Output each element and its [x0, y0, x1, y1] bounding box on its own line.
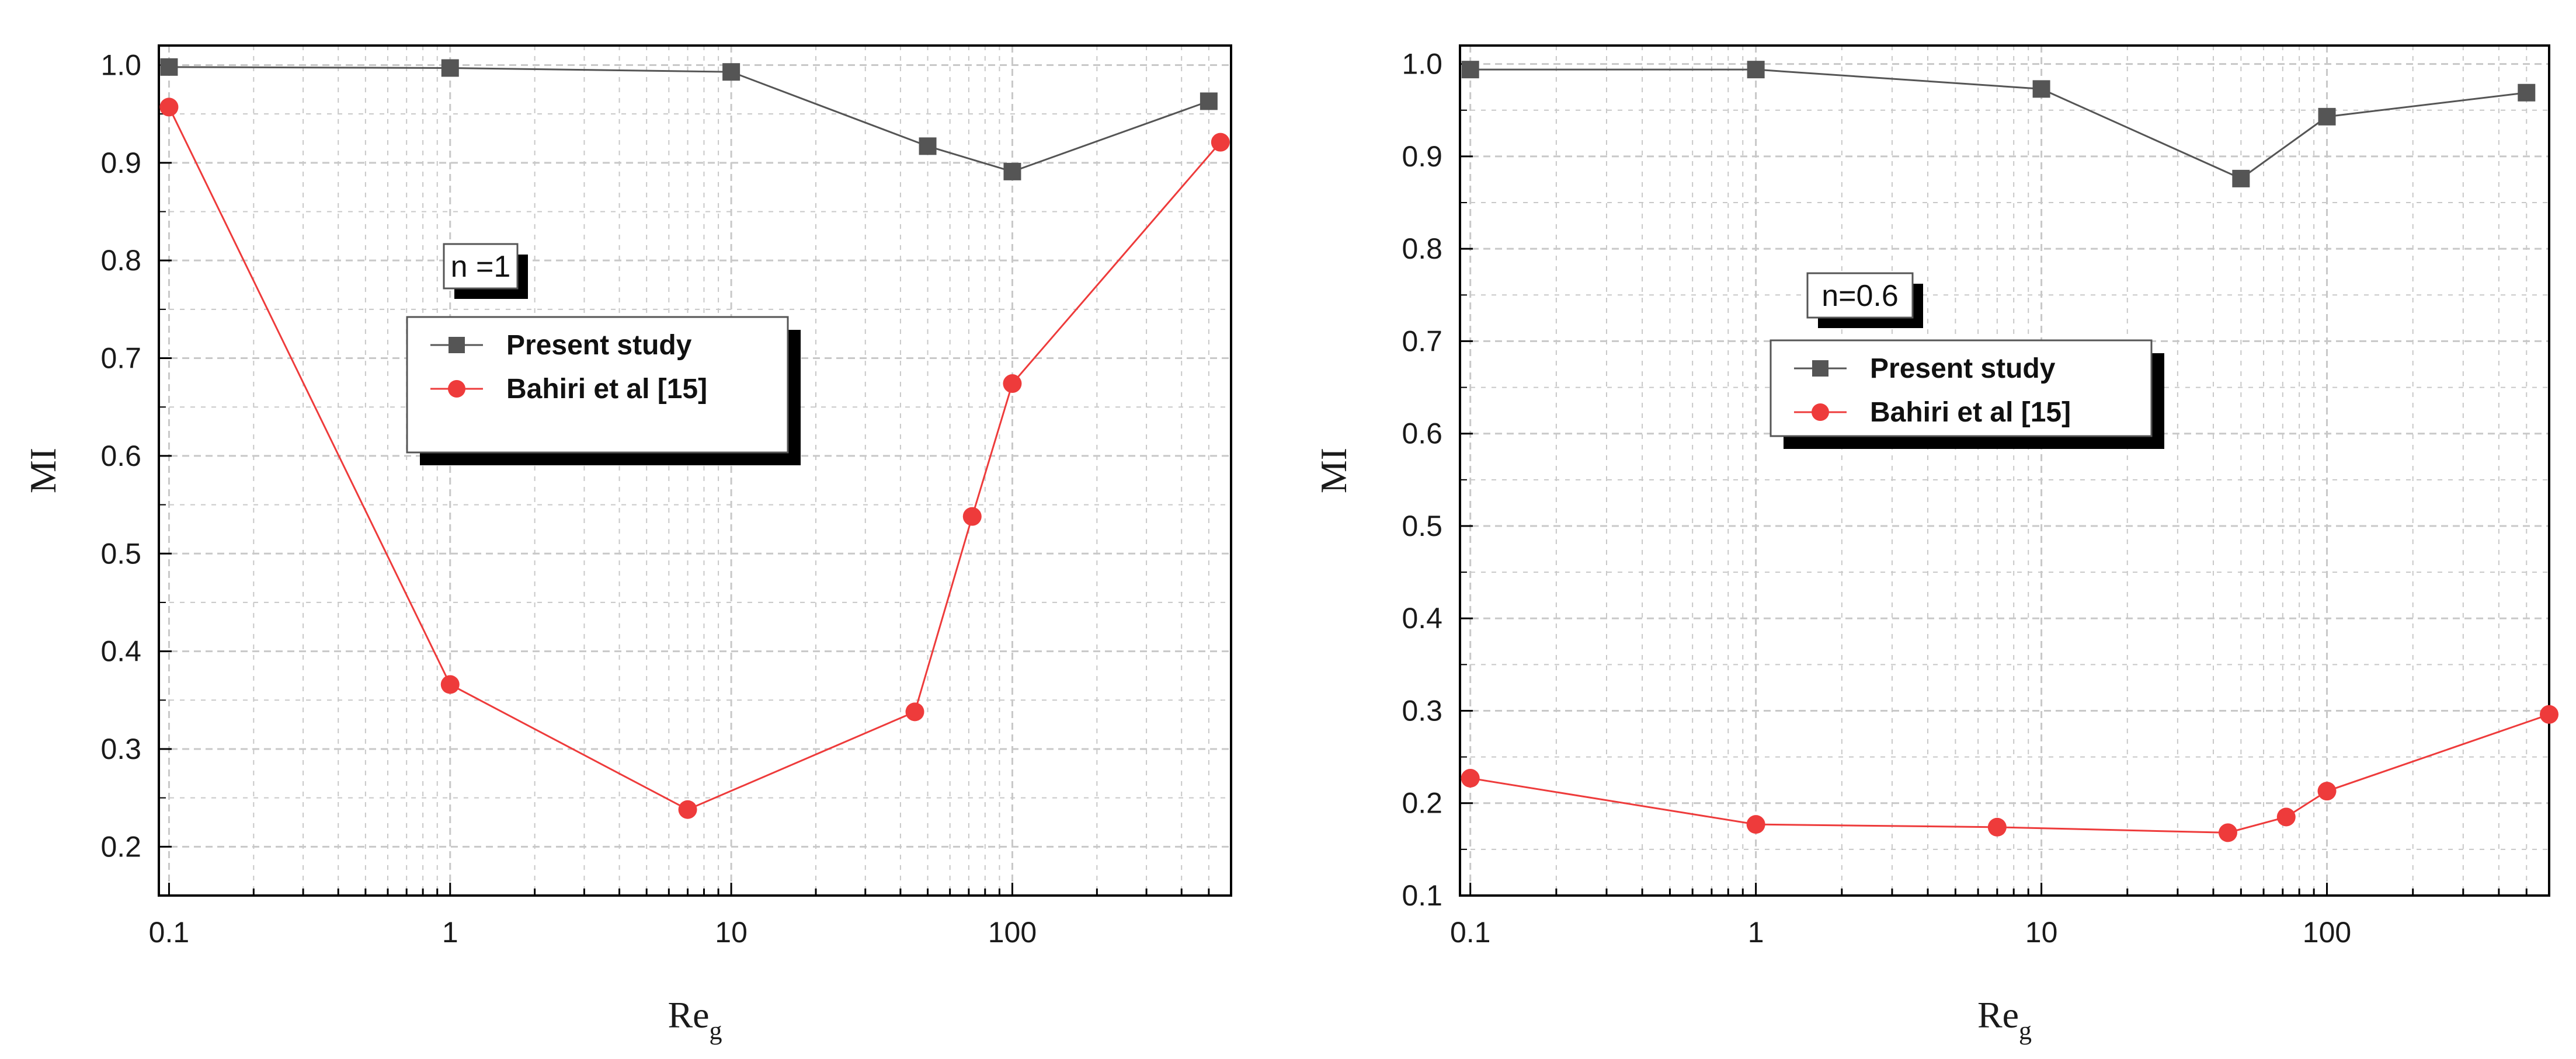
legend-label: Bahiri et al [15] [506, 374, 707, 405]
data-point-bahiri-et-al-15 [1211, 133, 1230, 152]
annotation-box: n=0.6 [1806, 272, 1923, 328]
data-point-present-study [441, 59, 459, 77]
annotation-text: n =1 [451, 250, 511, 284]
legend: Present study Bahiri et al [15] [406, 316, 801, 465]
data-point-present-study [1200, 92, 1218, 110]
y-tick-label: 0.1 [1402, 879, 1442, 912]
data-point-bahiri-et-al-15 [2317, 782, 2337, 801]
y-tick-label: 0.7 [100, 342, 141, 375]
x-axis-title-subscript: g [710, 1016, 722, 1045]
grid [1460, 46, 2550, 897]
x-axis-title-main: Re [1977, 994, 2019, 1036]
data-point-bahiri-et-al-15 [2276, 807, 2296, 827]
legend-swatch-square [449, 337, 465, 353]
data-point-bahiri-et-al-15 [159, 97, 179, 117]
data-point-bahiri-et-al-15 [2218, 823, 2237, 842]
data-point-bahiri-et-al-15 [1746, 815, 1765, 834]
data-point-present-study [2518, 83, 2536, 102]
data-point-bahiri-et-al-15 [440, 675, 460, 694]
data-point-bahiri-et-al-15 [1461, 769, 1480, 788]
series-bahiri-et-al-15 [159, 97, 1230, 819]
data-point-bahiri-et-al-15 [1987, 817, 2007, 837]
x-axis: 0.1 1 10 100 [1450, 883, 2550, 949]
grid [159, 46, 1232, 896]
annotation-box: n =1 [443, 243, 528, 299]
x-axis-title: Reg [668, 994, 722, 1045]
y-tick-label: 1.0 [100, 48, 141, 81]
y-axis-title: MI [22, 448, 64, 493]
y-tick-label: 0.9 [1402, 140, 1442, 173]
data-point-present-study [919, 137, 937, 155]
data-point-present-study [2032, 80, 2050, 98]
legend-label: Present study [1870, 353, 2056, 384]
x-tick-label: 0.1 [1450, 916, 1491, 949]
x-tick-label: 1 [1748, 916, 1764, 949]
data-point-bahiri-et-al-15 [1003, 374, 1022, 393]
data-point-bahiri-et-al-15 [905, 702, 924, 722]
y-tick-label: 0.4 [100, 635, 141, 668]
legend-frame [1770, 339, 2153, 437]
plot-frame [158, 44, 1232, 897]
annotation-frame [1806, 272, 1914, 319]
x-axis-title: Reg [1977, 994, 2032, 1045]
y-axis: 0.1 0.2 0.3 0.4 0.5 0.6 0.7 0.8 0.9 1.0 [1402, 48, 1473, 912]
data-point-bahiri-et-al-15 [962, 507, 982, 526]
y-tick-label: 0.2 [100, 830, 141, 863]
y-tick-label: 0.6 [1402, 417, 1442, 450]
y-tick-label: 0.6 [100, 440, 141, 472]
series-present-study [160, 58, 1218, 180]
y-tick-label: 0.5 [100, 537, 141, 570]
y-tick-label: 0.2 [1402, 787, 1442, 820]
data-point-bahiri-et-al-15 [2540, 705, 2558, 724]
data-point-bahiri-et-al-15 [678, 800, 697, 819]
annotation-frame [443, 243, 519, 290]
y-tick-label: 0.3 [100, 733, 141, 765]
series-line-present-study [1470, 68, 2527, 180]
data-point-present-study [1003, 162, 1021, 180]
data-point-present-study [1747, 61, 1765, 79]
plot-frame [1459, 44, 2550, 897]
legend: Present study Bahiri et al [15] [1770, 339, 2164, 449]
data-point-present-study [160, 58, 178, 76]
x-tick-label: 100 [2303, 916, 2351, 949]
legend-swatch-circle [448, 380, 465, 398]
legend-swatch-circle [1812, 403, 1829, 421]
y-tick-label: 0.5 [1402, 510, 1442, 542]
x-tick-label: 10 [715, 916, 748, 949]
y-tick-label: 0.8 [1402, 232, 1442, 265]
series-line-bahiri-et-al-15 [1470, 713, 2550, 834]
y-axis: 0.2 0.3 0.4 0.5 0.6 0.7 0.8 0.9 1.0 [100, 48, 172, 896]
x-tick-label: 0.1 [149, 916, 190, 949]
x-axis-title-main: Re [668, 994, 709, 1036]
data-point-present-study [722, 63, 741, 81]
y-tick-label: 0.3 [1402, 694, 1442, 727]
x-axis: 0.1 1 10 100 [149, 883, 1232, 949]
x-tick-label: 10 [2025, 916, 2058, 949]
chart-svg-n06: 0.1 1 10 100 0.1 0.2 0.3 0.4 0.5 0.6 0.7 0.8 0.9 1.0 M… [1313, 44, 2558, 1045]
legend-swatch-square [1812, 360, 1828, 377]
y-tick-label: 0.9 [100, 147, 141, 179]
y-tick-label: 0.8 [100, 244, 141, 277]
chart-svg-n1: 0.1 1 10 100 0.2 0.3 0.4 0.5 0.6 0.7 0.8 0.9 1.0 MI Re… [22, 44, 1232, 1045]
y-tick-label: 0.7 [1402, 325, 1442, 357]
chart-panel-n1: 0.1 1 10 100 0.2 0.3 0.4 0.5 0.6 0.7 0.8 0.9 1.0 MI Re… [22, 44, 1232, 1045]
data-point-present-study [2318, 107, 2336, 126]
x-axis-title-subscript: g [2019, 1016, 2032, 1045]
series-present-study [1461, 61, 2536, 187]
y-axis-title: MI [1313, 448, 1354, 493]
y-tick-label: 1.0 [1402, 48, 1442, 81]
data-point-present-study [2232, 169, 2250, 187]
legend-label: Bahiri et al [15] [1870, 397, 2071, 428]
x-tick-label: 1 [442, 916, 458, 949]
chart-panel-n06: 0.1 1 10 100 0.1 0.2 0.3 0.4 0.5 0.6 0.7 0.8 0.9 1.0 M… [1288, 0, 2576, 1059]
annotation-text: n=0.6 [1821, 279, 1899, 313]
y-tick-label: 0.4 [1402, 602, 1442, 635]
series-bahiri-et-al-15 [1461, 705, 2558, 842]
series-line-present-study [169, 66, 1209, 173]
x-tick-label: 100 [988, 916, 1037, 949]
legend-label: Present study [506, 330, 692, 361]
data-point-present-study [1461, 61, 1479, 79]
legend-frame [406, 316, 789, 454]
